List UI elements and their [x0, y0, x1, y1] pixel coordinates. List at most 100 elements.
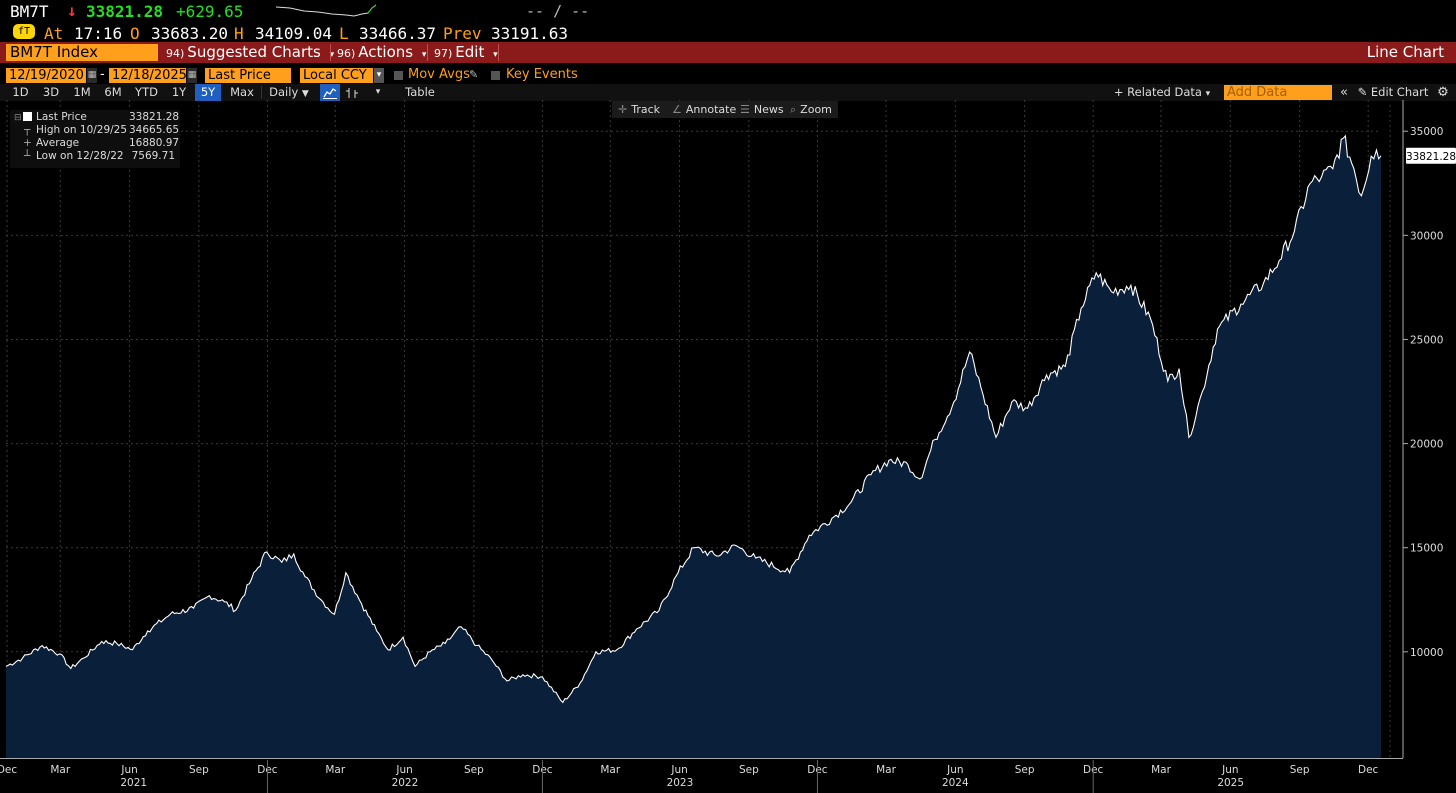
actions-label: Actions: [358, 43, 414, 61]
x-tick-label: Sep: [464, 764, 484, 776]
x-year-label: 2022: [392, 777, 419, 789]
chevron-down-icon[interactable]: ▾: [375, 87, 381, 97]
x-year-label: 2023: [667, 777, 694, 789]
chart-legend: ⊟ Last Price 33821.28 ┬ High on 10/29/25…: [10, 110, 180, 168]
line-chart-icon[interactable]: [320, 84, 340, 101]
related-data-label: Related Data: [1127, 85, 1202, 99]
prev-label: Prev: [443, 24, 482, 43]
y-tick-label: 20000: [1410, 439, 1443, 451]
news-label: News: [753, 103, 784, 116]
legend-collapse-icon[interactable]: ⊟: [14, 113, 22, 123]
mov-avgs-checkbox[interactable]: [394, 71, 403, 80]
mov-avgs-label: Mov Avgs: [408, 67, 470, 82]
x-tick-label: Sep: [1015, 764, 1035, 776]
menu-bar: BM7T Index 94) Suggested Charts ▾ 96) Acti…: [0, 42, 1456, 63]
range-toolbar: 1D 3D 1M 6M YTD 1Y 5Y Max Daily ▼ ▾ Tabl…: [0, 84, 1456, 101]
chevron-down-icon: ▼: [301, 89, 309, 99]
range-6m-button[interactable]: 6M: [104, 85, 122, 99]
calendar-icon[interactable]: ▦: [87, 68, 97, 83]
date-range-dash: -: [100, 67, 105, 82]
quote-time: 17:16: [74, 24, 123, 43]
high-marker-icon: ┬: [24, 124, 31, 136]
news-icon: ☰: [740, 103, 750, 116]
ticker-symbol[interactable]: BM7T: [10, 2, 49, 21]
collapse-icon[interactable]: «: [1340, 85, 1348, 100]
quote-details: fT At 17:16 O 33683.20 H 34109.04 L 3346…: [0, 22, 1456, 43]
y-tick-label: 35000: [1410, 126, 1443, 138]
edit-label: Edit: [455, 43, 485, 61]
price-area-fill: [6, 135, 1381, 758]
price-line: [5, 134, 1382, 704]
annotate-label: Annotate: [685, 103, 737, 116]
price-chart[interactable]: Dec Mar Jun Sep Dec Mar Jun Sep Dec Mar Jun Sep Dec M…: [0, 100, 1456, 793]
x-tick-label: Mar: [50, 764, 70, 776]
end-date-field[interactable]: 12/18/2025: [109, 68, 187, 83]
last-price: 33821.28: [86, 2, 164, 21]
average-marker-icon: +: [23, 137, 32, 149]
low-value: 33466.37: [359, 24, 437, 43]
legend-swatch-last-price: [23, 112, 32, 121]
pencil-icon[interactable]: ✎: [469, 68, 479, 81]
start-date-field[interactable]: 12/19/2020: [6, 68, 86, 83]
edit-menu[interactable]: 97) Edit ▾: [434, 42, 498, 63]
x-tick-label: Mar: [600, 764, 620, 776]
calendar-icon[interactable]: ▦: [187, 68, 197, 83]
y-tick-label: 30000: [1410, 230, 1443, 242]
zoom-label: Zoom: [800, 103, 832, 116]
x-tick-label: Jun: [120, 764, 137, 776]
suggested-charts-label: Suggested Charts: [187, 43, 321, 61]
range-5y-button[interactable]: 5Y: [195, 84, 221, 101]
security-field[interactable]: BM7T Index: [6, 44, 158, 61]
table-button[interactable]: Table: [405, 85, 435, 99]
x-tick-label: Sep: [1290, 764, 1310, 776]
add-data-input[interactable]: Add Data: [1224, 85, 1332, 100]
frequency-label: Daily: [269, 85, 299, 99]
range-1y-button[interactable]: 1Y: [171, 85, 187, 99]
track-label: Track: [631, 103, 661, 116]
magnifier-icon: ⌕: [790, 103, 797, 116]
suggested-charts-menu[interactable]: 94) Suggested Charts ▾: [166, 42, 334, 63]
price-field-select[interactable]: Last Price: [205, 68, 291, 83]
y-tick-label: 15000: [1410, 543, 1443, 555]
low-marker-icon: ┴: [24, 150, 31, 162]
gear-icon[interactable]: ⚙: [1437, 85, 1449, 100]
zoom-tool[interactable]: ⌕ Zoom: [790, 101, 832, 118]
legend-value: 7569.71: [131, 150, 175, 162]
legend-label: High on 10/29/25: [36, 124, 128, 136]
chart-tools-bar: ✛ Track ∠ Annotate ☰ News ⌕ Zoom: [612, 101, 838, 118]
chevron-down-icon: ▾: [421, 50, 427, 60]
bar-chart-icon[interactable]: [342, 84, 362, 101]
chevron-down-icon: ▾: [329, 50, 335, 60]
quote-header: BM7T ↓ 33821.28 +629.65 -- / --: [0, 0, 1456, 22]
x-tick-label: Dec: [1358, 764, 1379, 776]
range-max-button[interactable]: Max: [230, 85, 254, 99]
actions-menu[interactable]: 96) Actions ▾: [337, 42, 426, 63]
x-tick-label: Mar: [876, 764, 896, 776]
frequency-select[interactable]: Daily ▼: [263, 84, 315, 101]
menu-divider: [498, 44, 499, 61]
chevron-down-icon[interactable]: ▾: [374, 68, 384, 83]
suggested-charts-number: 94): [166, 47, 185, 60]
track-tool[interactable]: ✛ Track: [618, 101, 660, 118]
menu-divider: [330, 44, 331, 61]
range-1d-button[interactable]: 1D: [12, 85, 29, 99]
edit-chart-button[interactable]: ✎ Edit Chart: [1354, 84, 1432, 101]
sparkline: [276, 4, 376, 17]
currency-select[interactable]: Local CCY: [300, 68, 373, 83]
annotate-tool[interactable]: ∠ Annotate: [672, 101, 736, 118]
x-tick-label: Jun: [395, 764, 412, 776]
x-tick-label: Sep: [189, 764, 209, 776]
chevron-down-icon: ▾: [493, 50, 498, 60]
actions-number: 96): [337, 47, 356, 60]
range-3d-button[interactable]: 3D: [42, 85, 60, 99]
low-label: L: [339, 24, 349, 43]
related-data-menu[interactable]: + Related Data ▾: [1106, 84, 1218, 101]
range-ytd-button[interactable]: YTD: [135, 85, 158, 99]
key-events-checkbox[interactable]: [491, 71, 500, 80]
news-tool[interactable]: ☰ News: [740, 101, 784, 118]
menu-divider: [427, 44, 428, 61]
net-change: +629.65: [176, 2, 244, 21]
range-1m-button[interactable]: 1M: [73, 85, 91, 99]
legend-value: 16880.97: [129, 137, 180, 149]
x-tick-label: Sep: [739, 764, 759, 776]
